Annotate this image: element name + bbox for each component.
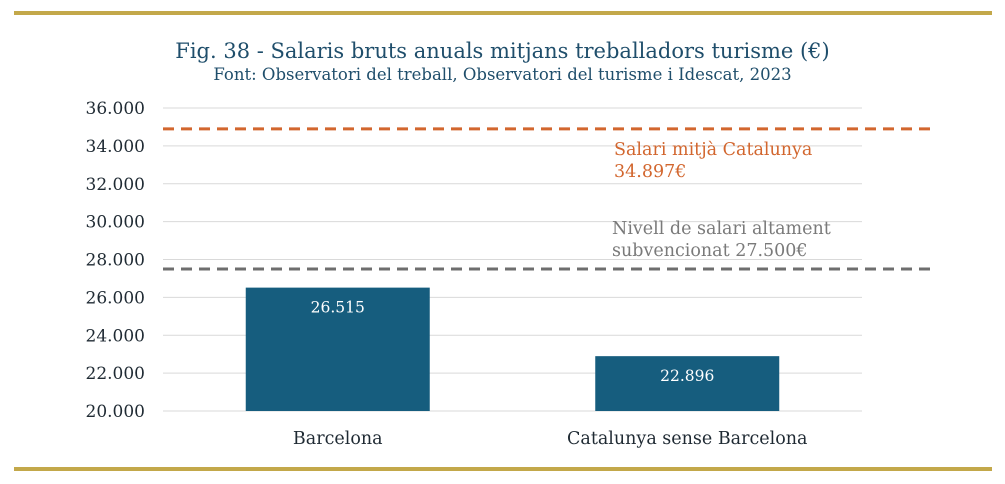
chart-subtitle: Font: Observatori del treball, Observato… bbox=[213, 65, 792, 84]
reference-line-label: 34.897€ bbox=[614, 162, 686, 182]
y-tick-label: 34.000 bbox=[86, 137, 145, 157]
x-category-label: Catalunya sense Barcelona bbox=[567, 429, 807, 449]
bar bbox=[245, 287, 430, 411]
bar-data-label: 26.515 bbox=[311, 299, 365, 317]
bar bbox=[595, 356, 780, 411]
y-tick-label: 30.000 bbox=[86, 213, 145, 233]
x-category-label: Barcelona bbox=[293, 429, 383, 449]
y-tick-label: 22.000 bbox=[86, 364, 145, 384]
y-tick-label: 32.000 bbox=[86, 175, 145, 195]
reference-line-label: Nivell de salari altament bbox=[612, 219, 831, 239]
bar-data-label: 22.896 bbox=[660, 367, 714, 385]
top-gold-rule bbox=[14, 11, 992, 15]
y-tick-label: 20.000 bbox=[86, 402, 145, 422]
chart-title-block: Fig. 38 - Salaris bruts anuals mitjans t… bbox=[0, 38, 1005, 86]
y-tick-label: 28.000 bbox=[86, 251, 145, 271]
chart-title: Fig. 38 - Salaris bruts anuals mitjans t… bbox=[175, 39, 830, 63]
y-tick-label: 24.000 bbox=[86, 326, 145, 346]
y-tick-label: 26.000 bbox=[86, 288, 145, 308]
y-tick-label: 36.000 bbox=[86, 99, 145, 119]
bottom-gold-rule bbox=[14, 467, 992, 471]
reference-line-label: Salari mitjà Catalunya bbox=[614, 140, 812, 160]
reference-line-label: subvencionat 27.500€ bbox=[612, 241, 808, 261]
